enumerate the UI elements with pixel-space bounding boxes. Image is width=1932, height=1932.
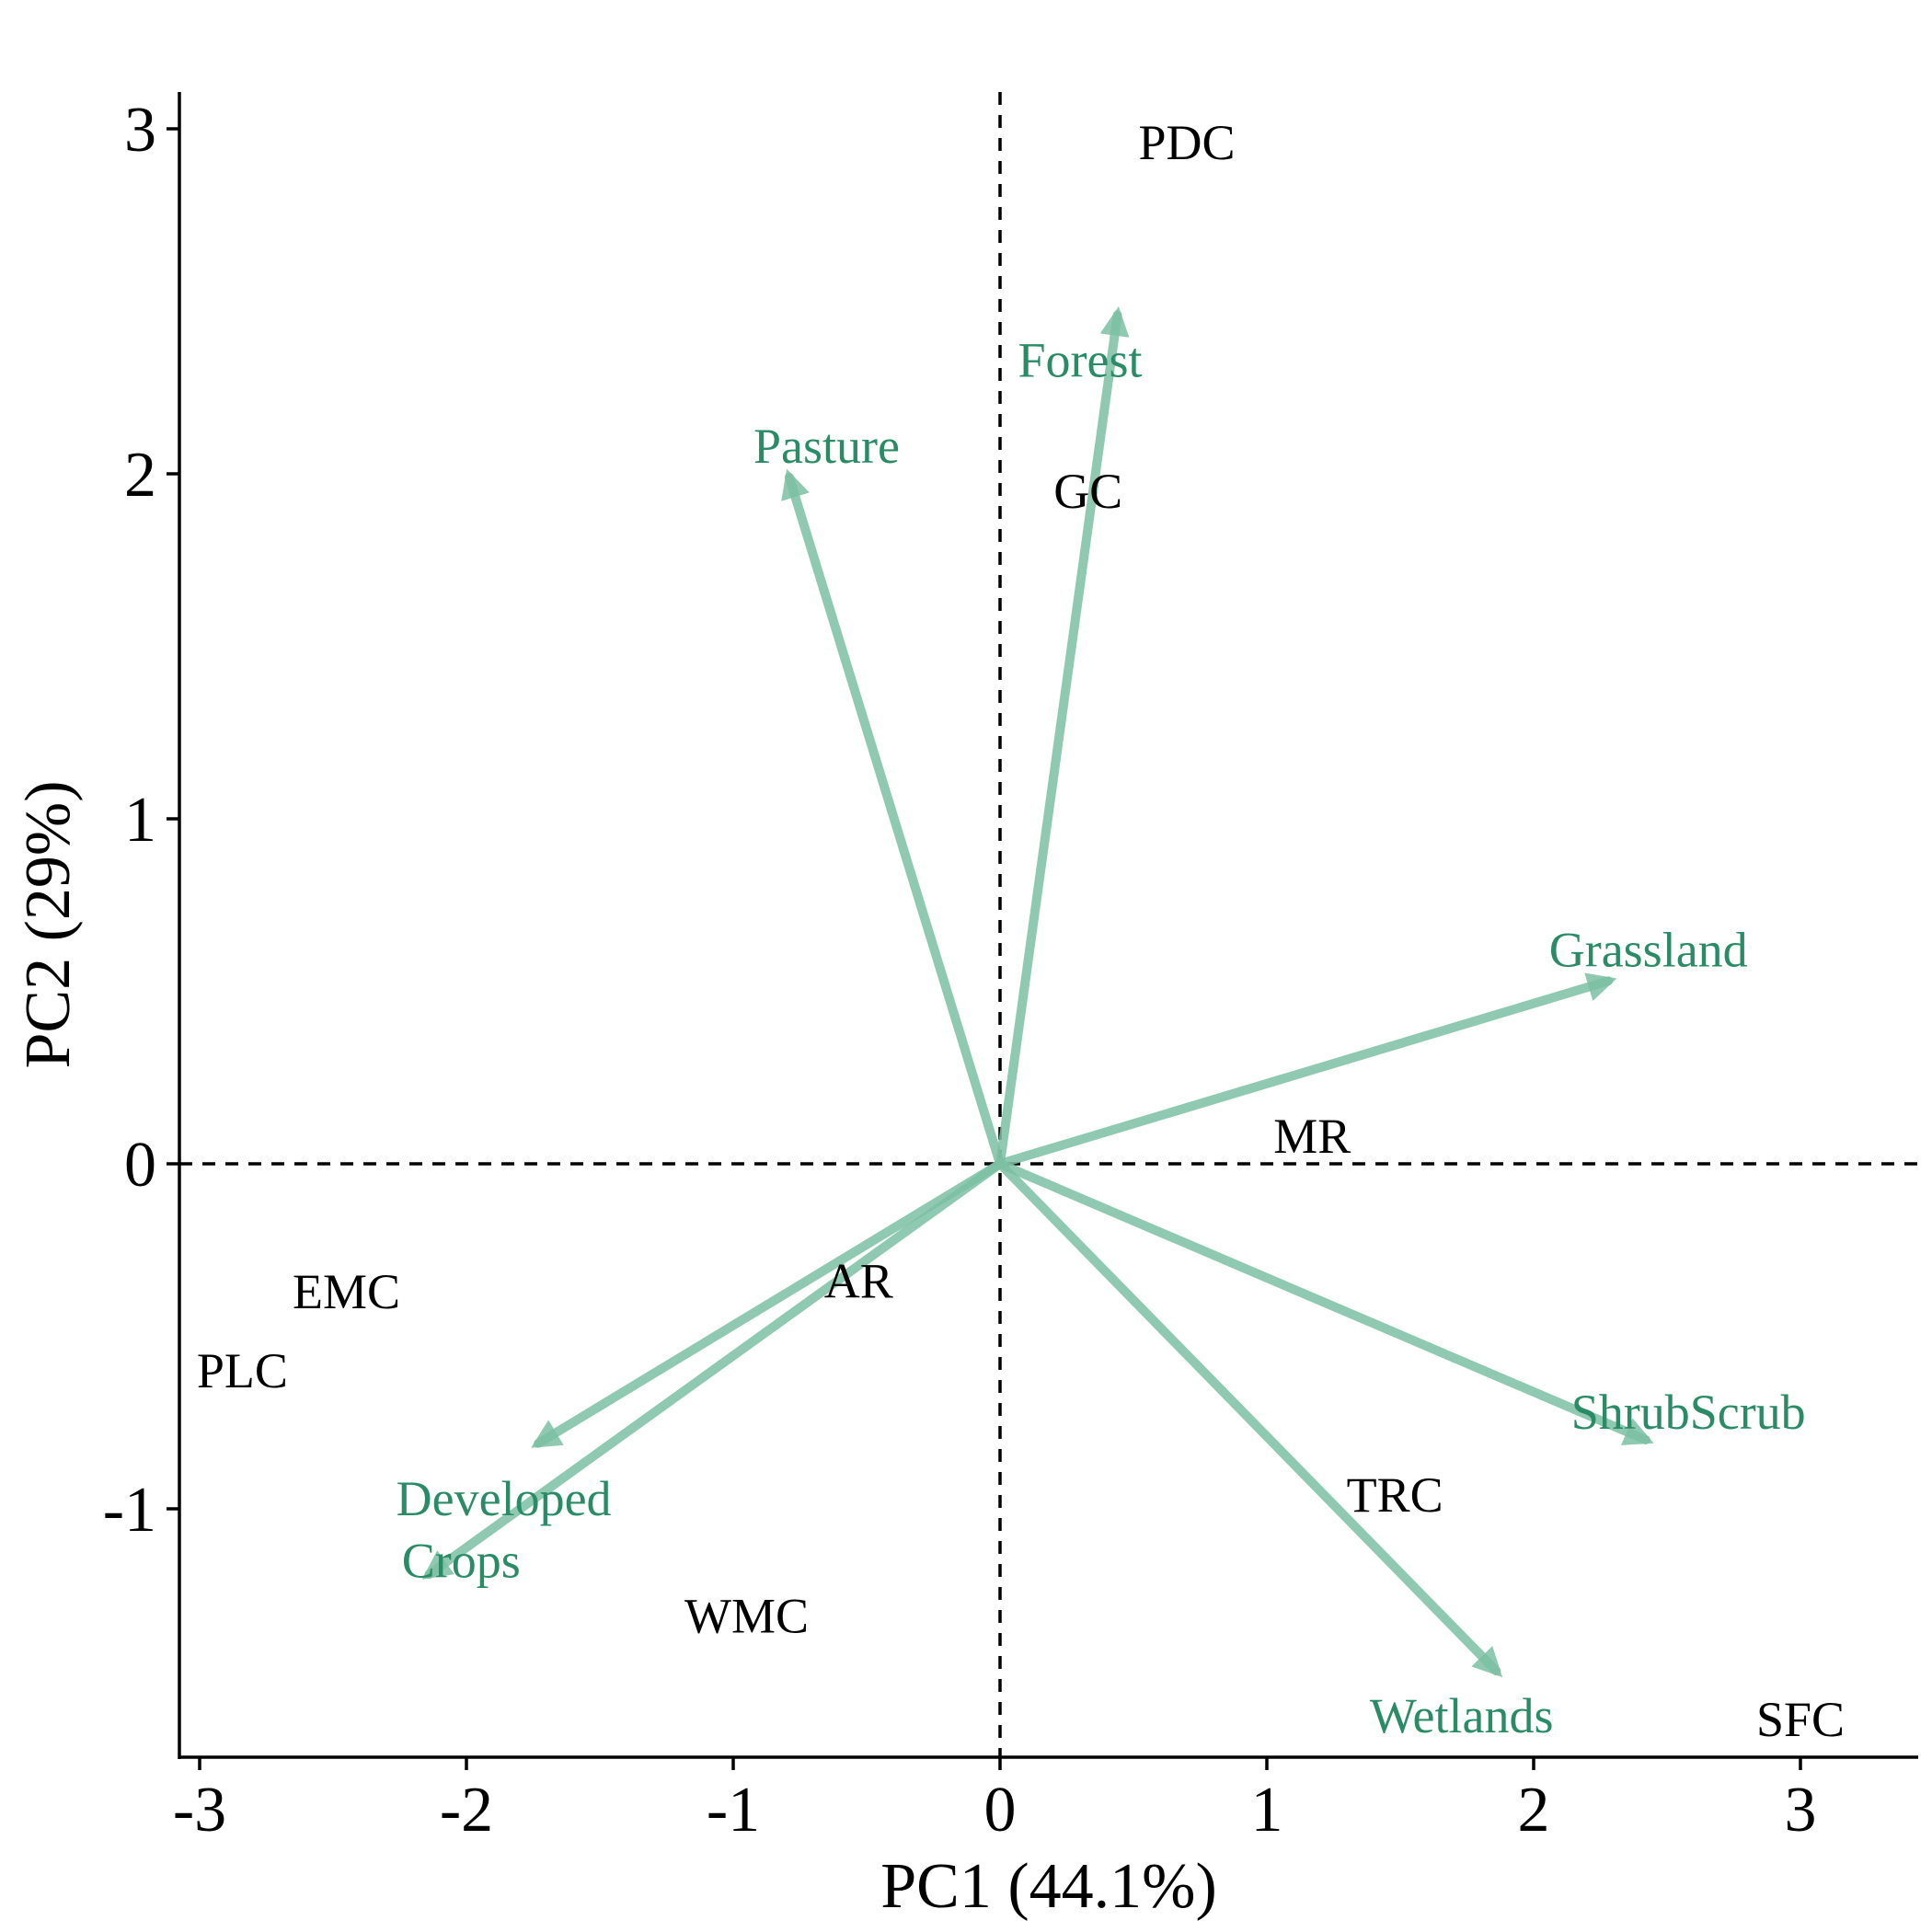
y-ticks: -1 0 1 2 3 [103, 95, 179, 1546]
x-tick-label: -2 [440, 1775, 493, 1846]
observation-label-wmc: WMC [684, 1588, 809, 1643]
arrow-shrubscrub [995, 1159, 1654, 1445]
variable-label-shrubscrub: ShrubScrub [1571, 1385, 1806, 1440]
x-tick-label: 0 [984, 1775, 1017, 1846]
y-tick-label: 1 [124, 785, 156, 856]
observation-label-pdc: PDC [1138, 115, 1235, 170]
x-tick-label: 3 [1785, 1775, 1817, 1846]
observation-label-gc: GC [1053, 464, 1122, 519]
variable-label-developed: Developed [397, 1471, 612, 1526]
observation-label-sfc: SFC [1756, 1692, 1845, 1747]
arrow-forest [995, 305, 1130, 1168]
observation-label-emc: EMC [293, 1264, 400, 1319]
variable-label-grassland: Grassland [1549, 923, 1748, 978]
x-tick-label: 2 [1518, 1775, 1550, 1846]
variable-label-forest: Forest [1018, 332, 1143, 387]
arrow-wetlands [995, 1159, 1503, 1678]
x-tick-label: -1 [707, 1775, 760, 1846]
plot-area: -3 -2 -1 0 1 2 3 -1 0 1 2 3 Forest Pasture Grassland… [103, 92, 1918, 1846]
arrow-pasture [781, 468, 1005, 1168]
x-tick-label: 1 [1251, 1775, 1283, 1846]
y-axis-title: PC2 (29%) [13, 780, 84, 1068]
variable-label-pasture: Pasture [753, 419, 900, 474]
observation-label-ar: AR [824, 1254, 893, 1309]
observation-label-mr: MR [1273, 1109, 1351, 1164]
variable-arrows [421, 305, 1654, 1678]
variable-label-wetlands: Wetlands [1370, 1688, 1554, 1743]
y-tick-label: 3 [124, 95, 156, 166]
arrow-grassland [995, 972, 1617, 1168]
observation-label-plc: PLC [197, 1343, 288, 1398]
arrow-crops [421, 1159, 1005, 1580]
y-tick-label: 2 [124, 440, 156, 511]
variable-label-crops: Crops [402, 1533, 521, 1588]
x-ticks: -3 -2 -1 0 1 2 3 [173, 1757, 1817, 1846]
variable-labels: Forest Pasture Grassland ShrubScrub Wetlands… [397, 332, 1806, 1743]
y-tick-label: 0 [124, 1130, 156, 1201]
observation-label-trc: TRC [1347, 1467, 1443, 1523]
x-tick-label: -3 [173, 1775, 226, 1846]
x-axis-title: PC1 (44.1%) [880, 1851, 1217, 1922]
arrow-developed [531, 1159, 1005, 1448]
y-tick-label: -1 [103, 1475, 156, 1546]
